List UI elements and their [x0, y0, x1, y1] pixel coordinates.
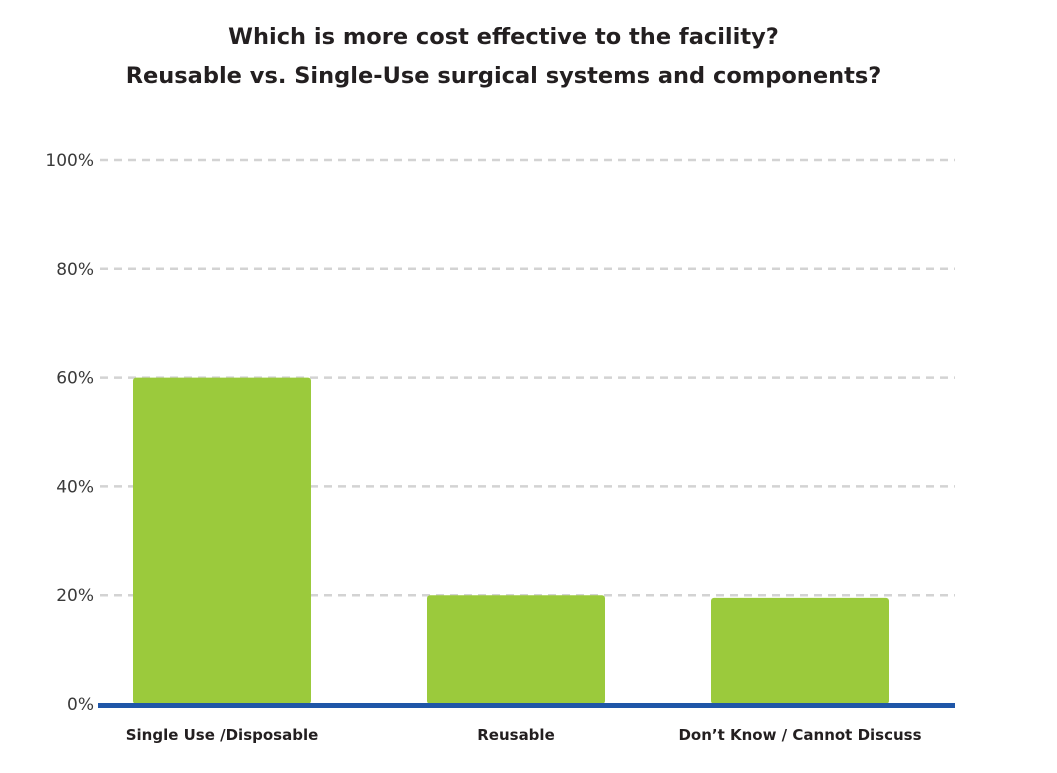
- bar-3: [711, 597, 889, 704]
- y-tick-label: 100%: [45, 151, 94, 171]
- bars: [133, 377, 889, 704]
- y-tick-label: 40%: [56, 477, 94, 497]
- chart-subtitle: Reusable vs. Single-Use surgical systems…: [125, 63, 882, 89]
- x-category-label: Single Use /Disposable: [126, 726, 319, 744]
- y-tick-label: 80%: [56, 260, 94, 280]
- x-category-label: Don’t Know / Cannot Discuss: [678, 726, 921, 744]
- y-tick-label: 0%: [67, 695, 94, 715]
- x-axis-categories: Single Use /Disposable Reusable Don’t Know…: [126, 726, 922, 744]
- y-tick-label: 60%: [56, 369, 94, 389]
- y-axis-ticks: 0% 20% 40% 60% 80% 100%: [45, 151, 94, 715]
- x-category-label: Reusable: [477, 726, 555, 744]
- chart-title: Which is more cost effective to the faci…: [228, 24, 779, 50]
- y-tick-label: 20%: [56, 586, 94, 606]
- bar-2: [427, 595, 605, 704]
- bar-1: [133, 377, 311, 704]
- chart-title-block: Which is more cost effective to the faci…: [0, 18, 1007, 96]
